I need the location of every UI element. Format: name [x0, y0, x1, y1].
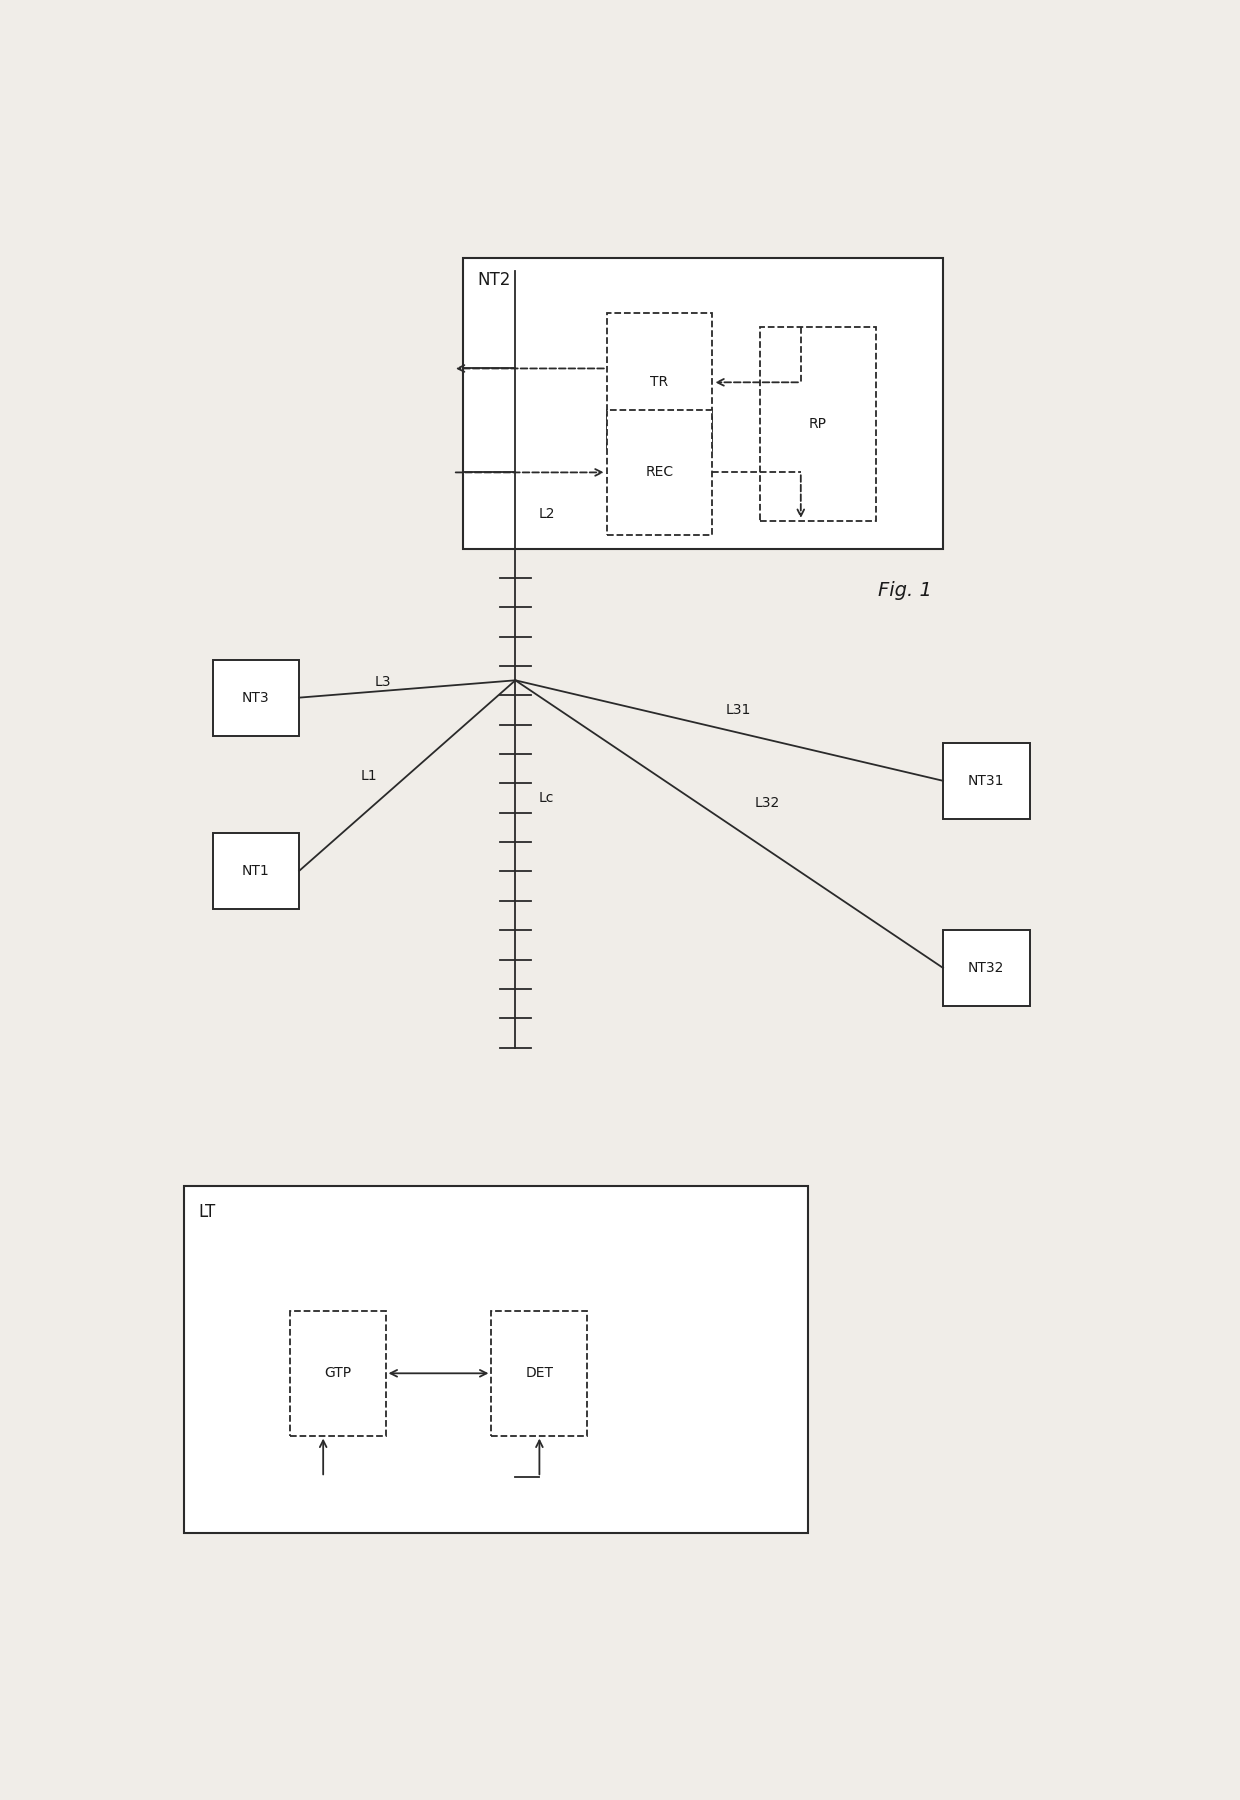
- Text: LT: LT: [198, 1202, 216, 1220]
- Text: NT32: NT32: [968, 961, 1004, 976]
- Bar: [463, 257, 942, 549]
- Text: REC: REC: [646, 466, 673, 479]
- Text: TR: TR: [651, 376, 668, 389]
- Text: L1: L1: [361, 769, 377, 783]
- Bar: [760, 328, 875, 520]
- Text: NT31: NT31: [968, 774, 1004, 788]
- Bar: [290, 1310, 386, 1436]
- Bar: [606, 410, 712, 535]
- Text: GTP: GTP: [324, 1366, 351, 1381]
- Text: NT1: NT1: [242, 864, 270, 878]
- Text: L2: L2: [538, 508, 556, 520]
- Bar: [942, 743, 1029, 819]
- Text: L32: L32: [755, 796, 780, 810]
- Bar: [491, 1310, 588, 1436]
- Text: L31: L31: [727, 702, 751, 716]
- Text: Lc: Lc: [538, 792, 554, 805]
- Bar: [213, 659, 299, 736]
- Text: NT2: NT2: [477, 272, 511, 290]
- Text: DET: DET: [526, 1366, 553, 1381]
- Text: RP: RP: [808, 418, 827, 430]
- Bar: [184, 1186, 808, 1534]
- Text: L3: L3: [374, 675, 392, 689]
- Text: NT3: NT3: [242, 691, 270, 704]
- Bar: [213, 833, 299, 909]
- Bar: [942, 931, 1029, 1006]
- Bar: [606, 313, 712, 452]
- Text: Fig. 1: Fig. 1: [878, 581, 931, 599]
